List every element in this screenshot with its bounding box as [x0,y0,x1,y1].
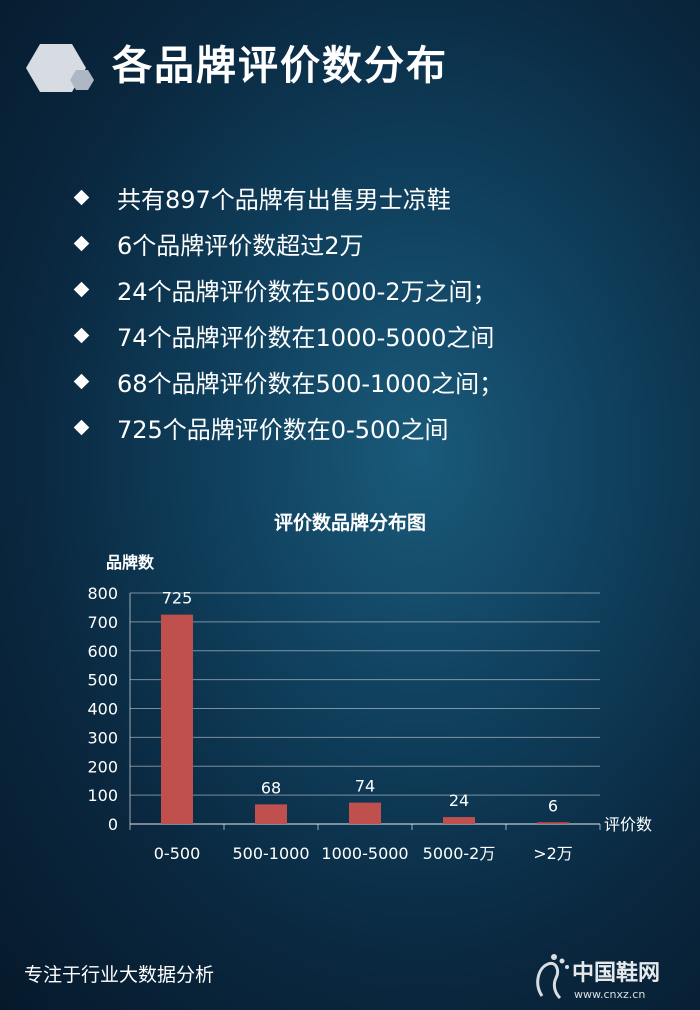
y-tick-label: 200 [87,757,118,776]
list-item: 共有897个品牌有出售男士凉鞋 [72,174,503,220]
y-tick-label: 300 [87,728,118,747]
watermark-url: www.cnxz.cn [574,988,645,1001]
x-tick-label: 5000-2万 [423,844,496,863]
data-label: 6 [548,796,558,815]
y-tick-label: 100 [87,786,118,805]
list-item: 68个品牌评价数在500-1000之间； [72,358,503,404]
bullet-text: 725个品牌评价数在0-500之间 [117,415,449,444]
list-item: 725个品牌评价数在0-500之间 [72,404,503,450]
y-axis-label: 品牌数 [106,553,155,572]
bar [161,614,193,824]
hexagon-logo-icon [26,44,94,92]
bar [537,822,569,824]
list-item: 74个品牌评价数在1000-5000之间 [72,312,503,358]
data-label: 725 [162,589,193,608]
watermark-logo: 中国鞋网 www.cnxz.cn [536,954,660,1001]
bullet-text: 74个品牌评价数在1000-5000之间 [117,323,495,352]
bar [443,817,475,824]
data-label: 68 [261,778,281,797]
bullet-text: 6个品牌评价数超过2万 [117,231,364,260]
list-item: 6个品牌评价数超过2万 [72,220,503,266]
y-tick-label: 600 [87,642,118,661]
y-tick-label: 400 [87,700,118,719]
bar [255,804,287,824]
y-tick-label: 500 [87,671,118,690]
list-item: 24个品牌评价数在5000-2万之间； [72,266,503,312]
data-label: 74 [355,777,375,796]
bullet-text: 共有897个品牌有出售男士凉鞋 [117,185,451,214]
y-tick-label: 800 [87,584,118,603]
x-tick-label: 1000-5000 [321,844,408,863]
bullet-text: 24个品牌评价数在5000-2万之间； [117,277,497,306]
x-tick-label: 0-500 [154,844,201,863]
bullet-list: 共有897个品牌有出售男士凉鞋 6个品牌评价数超过2万 24个品牌评价数在500… [72,174,503,450]
page-title: 各品牌评价数分布 [112,43,448,89]
footer-tagline: 专注于行业大数据分析 [24,964,215,986]
y-tick-label: 0 [108,815,118,834]
bullet-text: 68个品牌评价数在500-1000之间； [117,369,504,398]
data-label: 24 [449,791,469,810]
y-tick-label: 700 [87,613,118,632]
bar-chart: 品牌数 评价数 0 100 200 300 400 500 600 700 800 725 0-50… [87,553,652,863]
watermark-brand: 中国鞋网 [572,961,660,986]
chart-title: 评价数品牌分布图 [273,512,426,534]
x-axis-label: 评价数 [604,815,652,834]
x-tick-label: >2万 [533,844,573,863]
bar [349,802,381,824]
footprint-logo-icon [536,954,569,1000]
x-tick-label: 500-1000 [232,844,309,863]
